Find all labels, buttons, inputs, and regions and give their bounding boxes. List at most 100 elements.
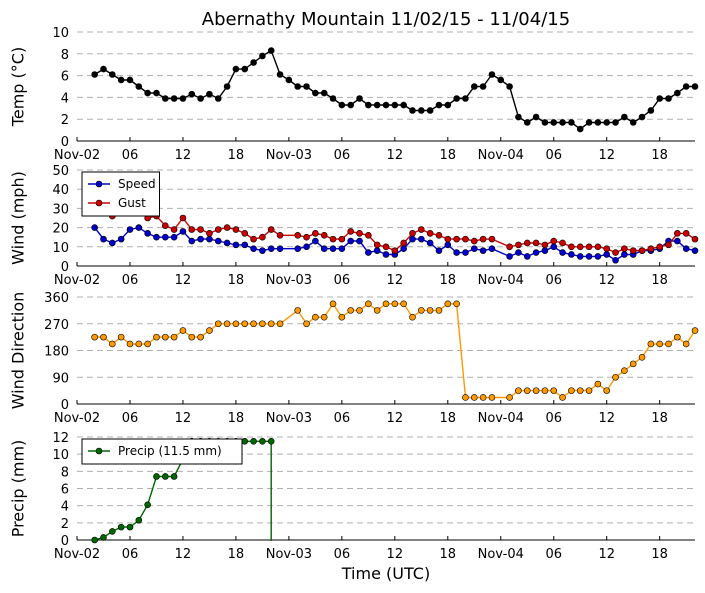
data-point — [638, 247, 646, 254]
data-point — [382, 243, 390, 251]
data-point — [241, 230, 249, 237]
data-point — [347, 307, 354, 314]
data-point — [576, 125, 584, 133]
data-point — [161, 95, 169, 102]
data-point — [126, 523, 134, 531]
data-point — [470, 394, 478, 401]
y-tick-label: 4 — [61, 500, 69, 515]
data-point — [585, 253, 593, 260]
data-point — [250, 235, 257, 243]
data-point — [488, 245, 496, 253]
data-point — [179, 95, 187, 102]
data-point — [559, 239, 566, 247]
data-point — [656, 243, 663, 251]
data-point — [638, 113, 646, 121]
data-point — [338, 313, 346, 321]
data-point — [232, 320, 240, 328]
data-point — [691, 83, 699, 90]
legend-marker — [95, 199, 103, 207]
data-point — [506, 394, 513, 401]
data-point — [161, 333, 169, 341]
data-point — [144, 501, 151, 509]
data-point — [418, 235, 425, 243]
x-tick-label: 06 — [545, 148, 562, 163]
x-tick-label: 12 — [387, 547, 404, 562]
data-point — [506, 243, 513, 251]
y-tick-label: 30 — [52, 202, 69, 217]
data-point — [462, 235, 469, 243]
data-point — [267, 245, 275, 253]
data-point — [621, 251, 628, 258]
data-point — [347, 237, 354, 245]
data-point — [232, 226, 240, 233]
data-point — [682, 340, 690, 348]
data-point — [338, 101, 346, 109]
data-point — [214, 226, 222, 233]
data-point — [470, 245, 478, 253]
data-point — [170, 233, 178, 241]
data-point — [523, 253, 531, 260]
legend-box — [81, 171, 160, 217]
data-point — [144, 230, 151, 237]
data-point — [665, 340, 672, 348]
data-point — [100, 333, 107, 341]
data-point — [612, 249, 619, 256]
data-point — [629, 119, 637, 126]
data-point — [523, 239, 531, 247]
data-point — [329, 245, 337, 253]
data-point — [462, 95, 469, 102]
data-point — [576, 243, 584, 251]
series-line — [94, 302, 696, 399]
data-point — [559, 119, 566, 126]
data-point — [488, 394, 496, 401]
data-point — [303, 243, 310, 251]
data-point — [259, 52, 266, 60]
y-tick-label: 2 — [61, 517, 69, 532]
data-point — [568, 251, 575, 258]
data-point — [621, 367, 628, 375]
x-tick-label: 18 — [440, 273, 457, 288]
data-point — [462, 249, 469, 256]
data-point — [347, 228, 354, 235]
data-point — [206, 90, 213, 98]
data-point — [409, 230, 416, 237]
x-tick-label: 12 — [387, 148, 404, 163]
data-point — [188, 90, 196, 98]
data-point — [206, 230, 213, 237]
data-point — [444, 241, 452, 249]
data-point — [126, 226, 134, 233]
data-point — [418, 307, 425, 314]
data-point — [409, 235, 416, 243]
data-point — [435, 307, 443, 314]
data-point — [117, 235, 125, 243]
data-point — [312, 237, 319, 245]
data-point — [629, 247, 637, 254]
data-point — [232, 65, 240, 73]
series-line — [94, 49, 695, 130]
data-point — [400, 239, 407, 247]
y-tick-label: 6 — [61, 483, 69, 498]
data-point — [179, 214, 187, 222]
data-point — [365, 300, 372, 308]
data-point — [435, 247, 443, 254]
data-point — [647, 245, 655, 253]
x-tick-label: 12 — [175, 148, 192, 163]
data-point — [179, 228, 187, 235]
data-point — [541, 387, 549, 394]
data-point — [594, 380, 602, 388]
y-tick-label: 6 — [61, 70, 69, 85]
x-tick-label: 12 — [598, 411, 615, 426]
x-tick-label: 18 — [228, 547, 245, 562]
x-tick-label: Nov-04 — [478, 148, 524, 163]
data-point — [515, 387, 522, 394]
data-point — [674, 333, 681, 341]
data-point — [400, 245, 407, 253]
y-tick-label: 2 — [61, 113, 69, 128]
data-point — [444, 235, 452, 243]
data-point — [161, 222, 169, 229]
data-point — [621, 113, 628, 121]
data-point — [665, 95, 672, 102]
data-point — [250, 245, 257, 253]
data-point — [665, 241, 672, 249]
